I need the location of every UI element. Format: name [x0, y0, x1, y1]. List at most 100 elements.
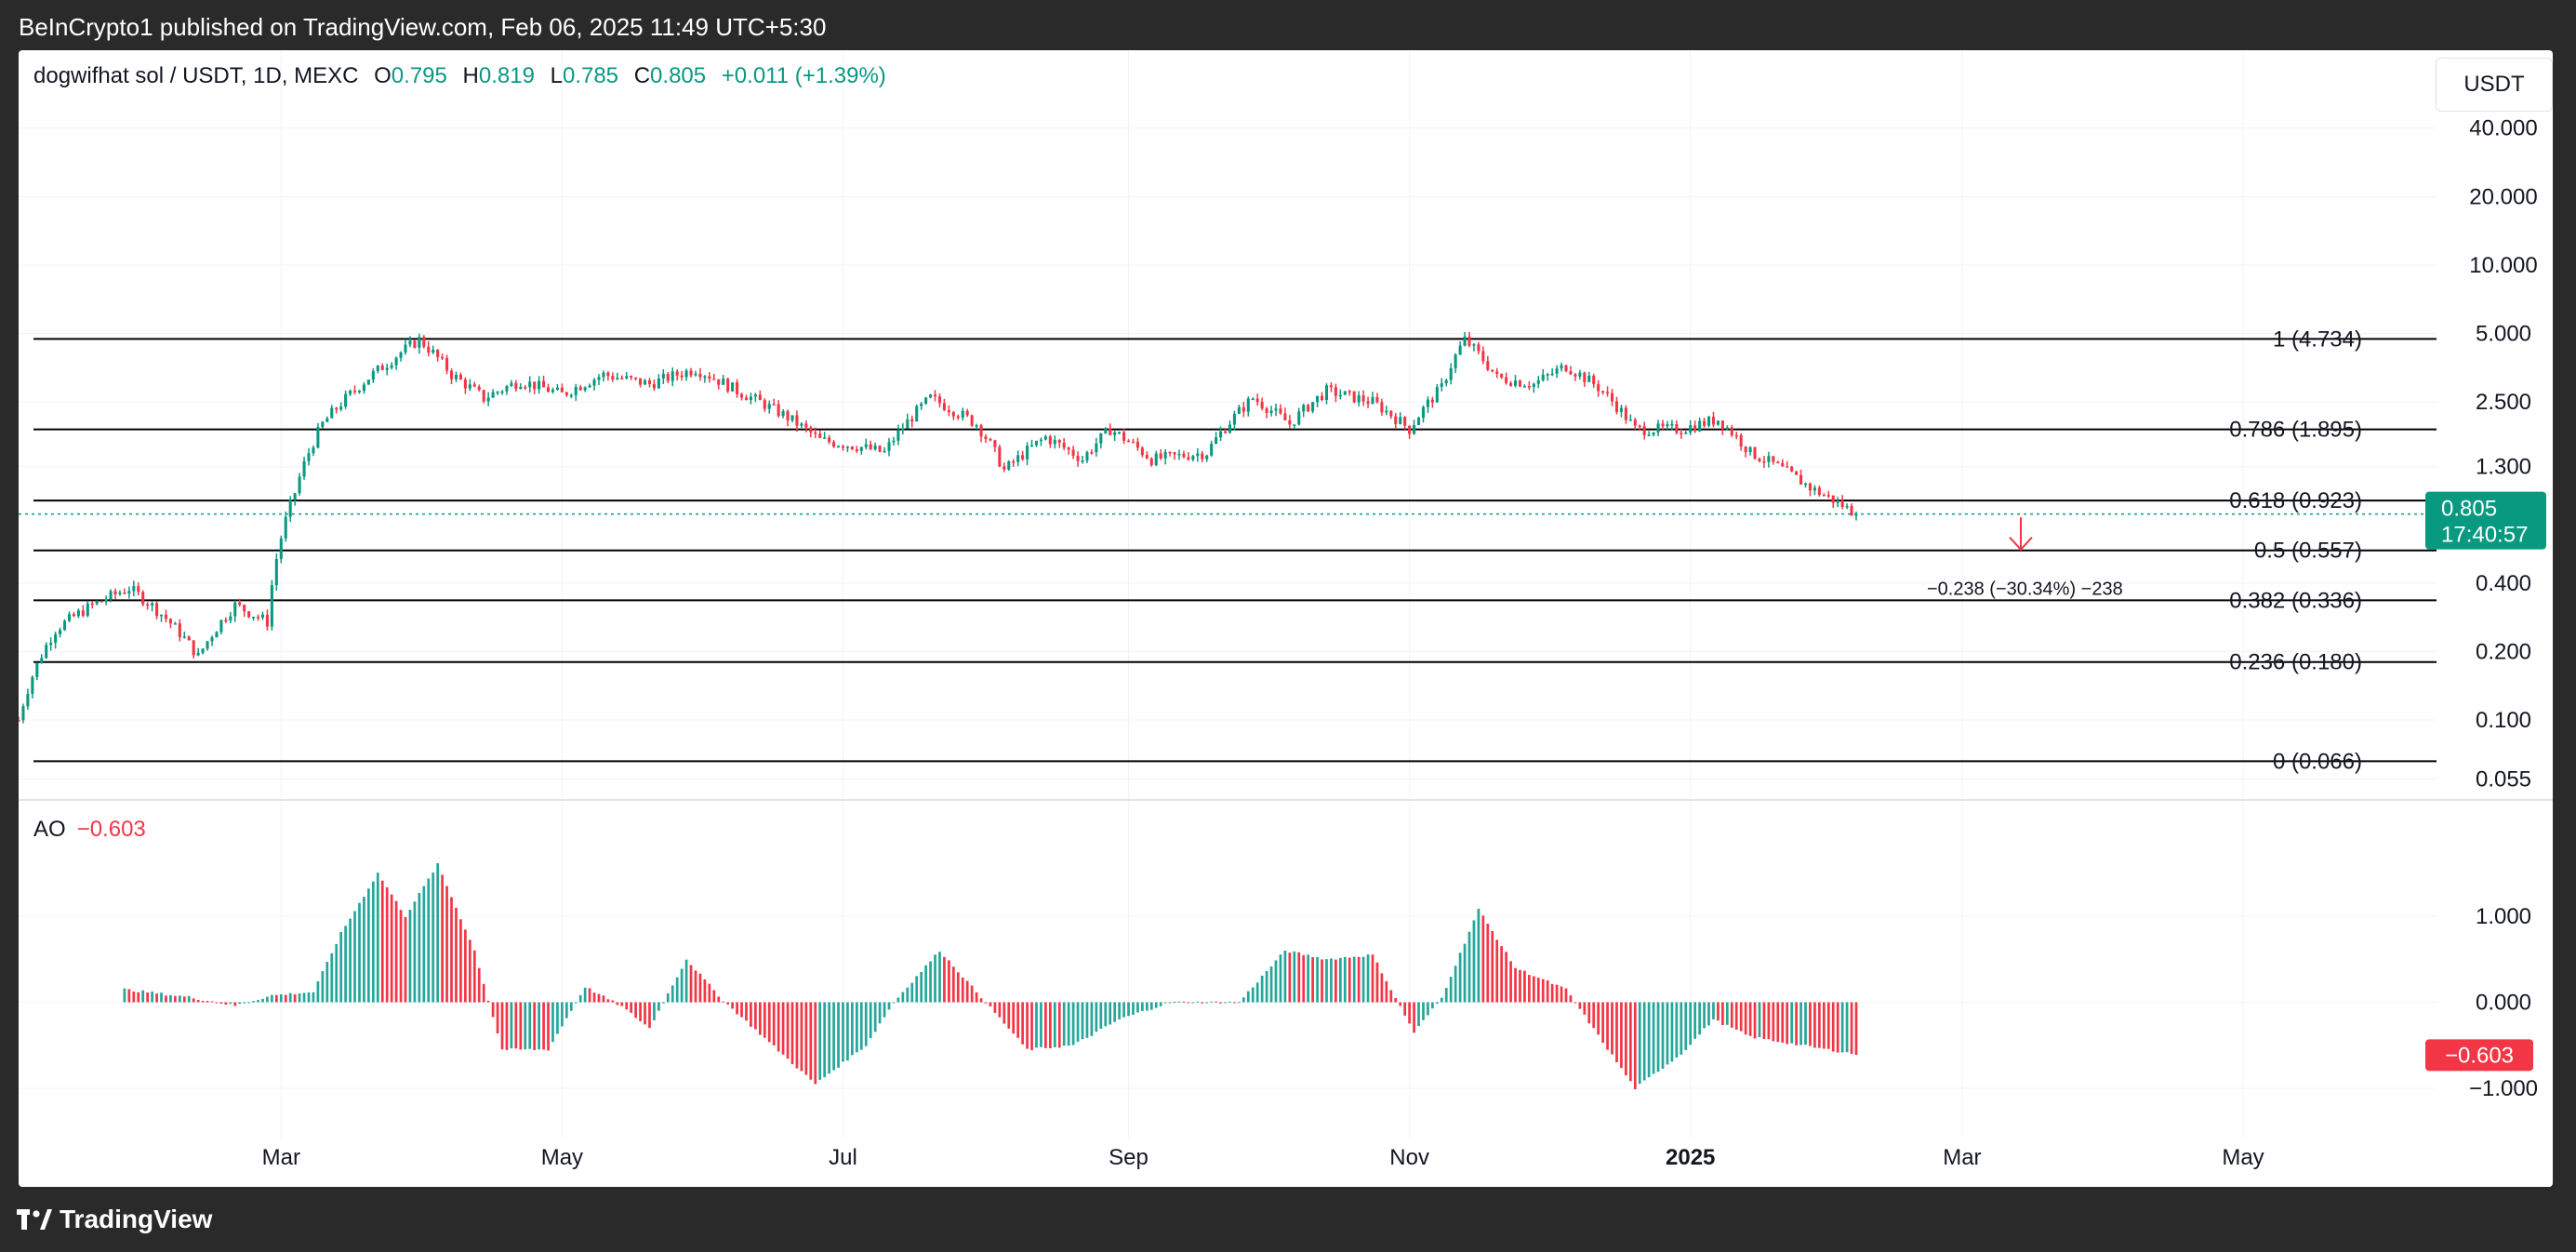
ao-bar [1182, 1001, 1186, 1003]
candle-body [1090, 452, 1094, 454]
candle-body [1371, 397, 1374, 405]
candle-body [31, 676, 34, 694]
candle-body [1293, 424, 1296, 426]
candle-body [385, 367, 389, 370]
ao-bar [1532, 976, 1535, 1003]
candle-body [496, 392, 499, 393]
candle-body [845, 446, 849, 448]
ao-bar [561, 1002, 564, 1027]
candle-body [538, 380, 541, 390]
ao-bar [1343, 956, 1347, 1003]
candle-body [339, 406, 343, 410]
candle-body [1500, 373, 1504, 378]
ao-bar [1854, 1002, 1858, 1056]
ao-bar [1523, 970, 1526, 1003]
candle-body [256, 617, 260, 619]
candle-body [722, 379, 725, 385]
price-tick-label: 1.300 [2476, 455, 2531, 480]
candle-body [67, 614, 72, 621]
ao-bar [975, 992, 978, 1003]
ao-bar [418, 892, 421, 1003]
ao-bar [1163, 1002, 1167, 1004]
candle-body [1154, 453, 1158, 466]
ao-bar [252, 1001, 255, 1003]
candle-body [1191, 456, 1195, 460]
change-value: +0.011 (+1.39%) [721, 63, 886, 88]
ao-bar [1707, 1002, 1710, 1026]
candle-body [611, 376, 615, 380]
chart-panel[interactable]: 1 (4.734) 0.786 (1.895) 0.618 (0.923) 0.5 (… [19, 50, 2553, 1187]
candle-body [1449, 367, 1453, 380]
candle-body [634, 377, 638, 380]
candle-body [1772, 456, 1775, 462]
ao-bar [1330, 958, 1333, 1003]
ao-bar [1071, 1002, 1075, 1046]
candle-body [1822, 494, 1826, 497]
price-tick-label: 5.000 [2476, 322, 2531, 347]
tradingview-logo-icon [17, 1209, 52, 1230]
ao-bar [1007, 1002, 1011, 1029]
ao-bar [510, 1002, 513, 1049]
ao-bar [316, 981, 320, 1003]
candle-body [1666, 424, 1669, 427]
ao-bar [1127, 1002, 1130, 1017]
ao-bar [661, 1002, 665, 1004]
ao-bar [634, 1002, 637, 1019]
ao-bar [445, 886, 448, 1003]
tradingview-logo[interactable]: TradingView [17, 1205, 212, 1233]
ao-title: AO [33, 817, 66, 842]
ao-bar [1509, 961, 1512, 1003]
ao-bar [1790, 1002, 1794, 1044]
ao-bar [1809, 1002, 1812, 1046]
ao-bar [330, 952, 334, 1003]
candle-body [836, 446, 841, 448]
candle-body [1071, 449, 1075, 457]
ao-bar [1352, 956, 1356, 1003]
candle-body [1283, 413, 1287, 420]
countdown-label: 17:40:57 [2441, 523, 2528, 548]
ao-bar [920, 971, 923, 1003]
ao-bar [427, 878, 431, 1003]
candle-body [335, 407, 339, 410]
ao-bar [1449, 977, 1453, 1003]
candle-body [1375, 397, 1379, 403]
chart-svg[interactable]: 1 (4.734) 0.786 (1.895) 0.618 (0.923) 0.5 (… [19, 50, 2553, 1187]
candle-body [1748, 446, 1752, 453]
candle-body [739, 393, 744, 398]
candle-body [643, 380, 647, 385]
candle-body [463, 379, 467, 389]
ao-bar [1136, 1002, 1139, 1013]
ao-bar [1656, 1002, 1660, 1072]
ao-bar [684, 959, 688, 1003]
last-price-label: 0.805 [2441, 497, 2497, 522]
candle-body [274, 558, 278, 586]
ao-bar [137, 992, 140, 1003]
ao-bar [1597, 1002, 1600, 1035]
ao-bar [182, 996, 186, 1003]
candle-body [408, 340, 412, 345]
candle-body [1647, 434, 1651, 436]
ao-bar [1246, 991, 1250, 1003]
candle-body [1095, 443, 1098, 453]
candle-body [454, 374, 458, 380]
ao-bar [1578, 1002, 1582, 1009]
candle-body [422, 337, 426, 347]
candle-body [1675, 424, 1679, 433]
ao-bar [307, 992, 311, 1003]
candle-body [1689, 425, 1693, 433]
candle-body [818, 433, 822, 438]
ao-bar [1062, 1002, 1066, 1046]
currency-button[interactable]: USDT [2436, 58, 2553, 112]
candle-body [1850, 505, 1853, 516]
ao-bar [1495, 939, 1499, 1003]
ao-bar [588, 988, 591, 1003]
ao-bar [1132, 1002, 1135, 1015]
ao-bar [1311, 957, 1314, 1003]
ao-bar [569, 1002, 573, 1011]
candle-body [786, 411, 790, 421]
candle-body [1767, 456, 1771, 462]
ao-bar [196, 1000, 200, 1003]
ao-bar [1053, 1002, 1056, 1047]
ao-bar [859, 1002, 863, 1050]
candle-body [302, 460, 306, 477]
